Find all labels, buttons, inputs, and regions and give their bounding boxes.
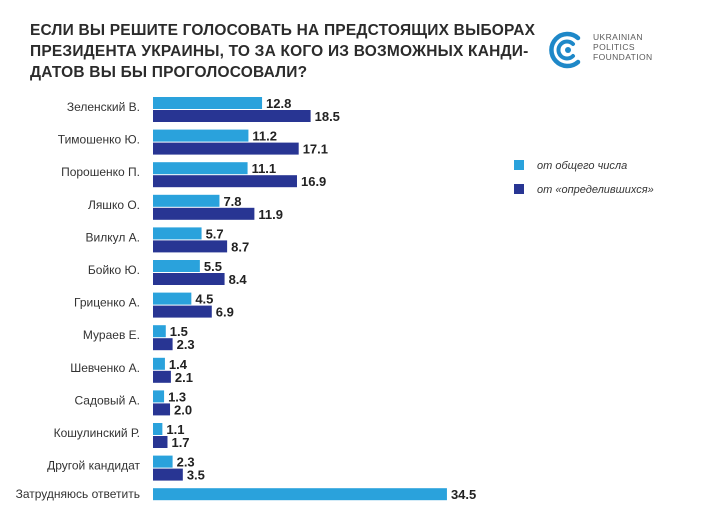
value-label-general: 1.3 xyxy=(168,389,186,404)
value-label-general: 7.8 xyxy=(223,194,241,209)
logo-rings-icon xyxy=(549,31,581,69)
bar-decided xyxy=(153,338,173,351)
bar-general xyxy=(153,325,166,338)
value-label-decided: 1.7 xyxy=(171,435,189,450)
category-label: Бойко Ю. xyxy=(88,263,140,277)
value-label-general: 2.3 xyxy=(177,455,195,470)
logo-text: UKRAINIAN POLITICS FOUNDATION xyxy=(593,32,653,62)
bar-decided xyxy=(153,273,225,285)
category-label: Ляшко О. xyxy=(88,198,140,212)
legend-label: от общего числа xyxy=(537,160,627,172)
value-label-decided: 2.3 xyxy=(177,337,195,352)
category-label: Кошулинский Р. xyxy=(54,426,140,440)
value-label-decided: 18.5 xyxy=(315,109,340,124)
bar-general xyxy=(153,97,263,109)
legend-swatch xyxy=(514,160,524,170)
logo-line-1: UKRAINIAN xyxy=(593,32,643,42)
bar-general xyxy=(153,455,173,468)
bar-decided xyxy=(153,370,171,383)
value-label-decided: 8.4 xyxy=(229,272,248,287)
value-label-general: 5.5 xyxy=(204,259,222,274)
ukrainian-politics-foundation-logo: UKRAINIAN POLITICS FOUNDATION xyxy=(548,30,678,70)
chart-title: ЕСЛИ ВЫ РЕШИТЕ ГОЛОСОВАТЬ НА ПРЕДСТОЯЩИХ… xyxy=(30,20,536,83)
value-label-general: 34.5 xyxy=(451,487,476,502)
value-label-general: 5.7 xyxy=(206,226,224,241)
bar-decided xyxy=(153,207,255,220)
value-label-general: 11.1 xyxy=(252,161,277,176)
bar-general xyxy=(153,162,248,175)
bar-decided xyxy=(153,403,171,416)
value-label-general: 1.5 xyxy=(170,324,188,339)
bar-decided xyxy=(153,468,183,481)
bar-decided xyxy=(153,142,299,155)
value-label-general: 12.8 xyxy=(266,96,291,111)
value-label-decided: 2.0 xyxy=(174,402,192,417)
title-line-3: ДАТОВ ВЫ БЫ ПРОГОЛОСОВАЛИ? xyxy=(30,64,308,81)
bar-general xyxy=(153,194,220,207)
value-label-general: 11.2 xyxy=(252,129,277,144)
bar-decided xyxy=(153,175,297,188)
bar-general xyxy=(153,423,163,435)
category-label: Мураев Е. xyxy=(83,328,140,342)
value-label-general: 1.1 xyxy=(166,422,184,437)
category-label: Другой кандидат xyxy=(47,459,140,473)
bar-decided xyxy=(153,110,311,122)
bar-general xyxy=(153,129,249,142)
category-label: Шевченко А. xyxy=(70,361,140,375)
bar-decided xyxy=(153,436,168,448)
category-label: Гриценко А. xyxy=(74,296,140,310)
bar-general xyxy=(153,292,192,305)
bar-general xyxy=(153,390,165,403)
category-label: Зеленский В. xyxy=(67,100,140,114)
bar-general xyxy=(153,488,447,501)
value-label-general: 1.4 xyxy=(169,357,188,372)
title-line-2: ПРЕЗИДЕНТА УКРАИНЫ, ТО ЗА КОГО ИЗ ВОЗМОЖ… xyxy=(30,43,529,60)
bar-general xyxy=(153,227,202,240)
value-label-decided: 6.9 xyxy=(216,305,234,320)
category-label: Садовый А. xyxy=(74,393,140,407)
bar-decided xyxy=(153,240,228,253)
bar-decided xyxy=(153,305,212,318)
value-label-decided: 11.9 xyxy=(258,207,283,222)
bar-general xyxy=(153,357,165,370)
value-label-decided: 17.1 xyxy=(303,142,328,157)
legend-label: от «определившихся» xyxy=(537,184,654,196)
value-label-decided: 16.9 xyxy=(301,174,326,189)
title-line-1: ЕСЛИ ВЫ РЕШИТЕ ГОЛОСОВАТЬ НА ПРЕДСТОЯЩИХ… xyxy=(30,22,536,39)
category-label: Вилкул А. xyxy=(85,230,140,244)
value-label-general: 4.5 xyxy=(195,292,213,307)
category-label: Тимошенко Ю. xyxy=(58,133,140,147)
value-label-decided: 8.7 xyxy=(231,239,249,254)
logo-line-3: FOUNDATION xyxy=(593,52,653,62)
logo-line-2: POLITICS xyxy=(593,42,635,52)
category-label: Затрудняюсь ответить xyxy=(16,487,140,501)
category-label: Порошенко П. xyxy=(61,165,140,179)
legend-swatch xyxy=(514,184,524,194)
value-label-decided: 2.1 xyxy=(175,370,193,385)
bar-general xyxy=(153,260,200,272)
value-label-decided: 3.5 xyxy=(187,468,205,483)
